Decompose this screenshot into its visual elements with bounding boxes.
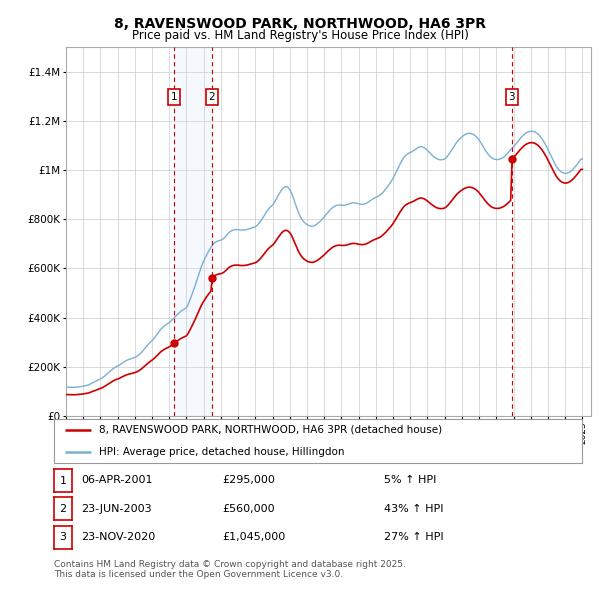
Text: 06-APR-2001: 06-APR-2001 <box>81 476 152 485</box>
Text: 2: 2 <box>59 504 67 514</box>
Text: 2: 2 <box>209 92 215 102</box>
Text: HPI: Average price, detached house, Hillingdon: HPI: Average price, detached house, Hill… <box>99 447 344 457</box>
Text: Contains HM Land Registry data © Crown copyright and database right 2025.
This d: Contains HM Land Registry data © Crown c… <box>54 559 406 579</box>
Text: 1: 1 <box>170 92 177 102</box>
Text: 3: 3 <box>59 532 67 542</box>
Text: 3: 3 <box>509 92 515 102</box>
Text: 23-JUN-2003: 23-JUN-2003 <box>81 504 152 513</box>
Text: £295,000: £295,000 <box>222 476 275 485</box>
Text: Price paid vs. HM Land Registry's House Price Index (HPI): Price paid vs. HM Land Registry's House … <box>131 30 469 42</box>
Text: £560,000: £560,000 <box>222 504 275 513</box>
Text: £1,045,000: £1,045,000 <box>222 532 285 542</box>
Text: 23-NOV-2020: 23-NOV-2020 <box>81 532 155 542</box>
Text: 8, RAVENSWOOD PARK, NORTHWOOD, HA6 3PR: 8, RAVENSWOOD PARK, NORTHWOOD, HA6 3PR <box>114 17 486 31</box>
Text: 43% ↑ HPI: 43% ↑ HPI <box>384 504 443 513</box>
Text: 5% ↑ HPI: 5% ↑ HPI <box>384 476 436 485</box>
Text: 1: 1 <box>59 476 67 486</box>
Bar <box>174 47 212 416</box>
Text: 27% ↑ HPI: 27% ↑ HPI <box>384 532 443 542</box>
Text: 8, RAVENSWOOD PARK, NORTHWOOD, HA6 3PR (detached house): 8, RAVENSWOOD PARK, NORTHWOOD, HA6 3PR (… <box>99 425 442 435</box>
